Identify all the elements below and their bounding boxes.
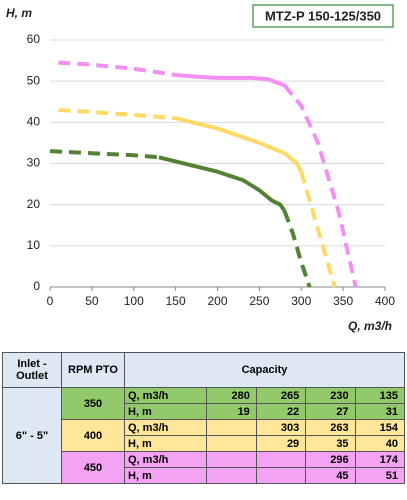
rpm-cell: 450: [61, 451, 125, 484]
x-tick-label: 300: [291, 294, 311, 308]
value-cell: 296: [305, 451, 356, 468]
value-cell: 135: [354, 387, 406, 404]
y-tick-label: 50: [27, 73, 41, 87]
value-cell: 27: [305, 403, 356, 420]
x-tick-label: 400: [375, 294, 395, 308]
curve: [175, 72, 286, 88]
x-tick-label: 0: [47, 294, 54, 308]
y-axis-label: H, m: [6, 6, 32, 20]
table-row: 450 Q, m3/h 296 174: [3, 451, 406, 484]
table-row: 6" - 5" 350 Q, m3/h 280 265 230 135: [2, 387, 406, 484]
x-axis-label: Q, m3/h: [348, 319, 392, 333]
value-cell: [206, 435, 257, 452]
value-cell: 303: [255, 419, 307, 436]
curve: [49, 149, 160, 160]
curve: [175, 116, 304, 173]
row-label: H, m: [123, 435, 208, 452]
y-tick-label: 30: [27, 156, 41, 170]
value-cell: [255, 451, 307, 468]
value-cell: 280: [206, 387, 257, 404]
curve: [282, 84, 358, 288]
y-tick-label: 60: [27, 32, 41, 46]
y-tick-label: 40: [27, 115, 41, 129]
value-cell: 22: [255, 403, 307, 420]
curve: [58, 107, 176, 121]
rpm-cell: 350: [61, 387, 125, 420]
value-cell: 265: [255, 387, 307, 404]
value-cell: [206, 467, 257, 484]
row-label: Q, m3/h: [123, 451, 208, 468]
x-tick-label: 150: [166, 294, 186, 308]
table-row: H, m 29 35 40: [3, 435, 406, 452]
value-cell: 40: [354, 435, 406, 452]
value-cell: 174: [354, 451, 406, 468]
chart: MTZ-P 150-125/350 H, m Q, m3/h 0 10 20 30 40…: [6, 4, 395, 333]
value-cell: 154: [354, 419, 406, 436]
value-cell: 45: [305, 467, 356, 484]
chart-title: MTZ-P 150-125/350: [265, 8, 381, 23]
value-cell: 19: [206, 403, 257, 420]
inlet-cell: 6" - 5": [2, 387, 62, 484]
value-cell: 31: [354, 403, 406, 420]
curve: [299, 171, 337, 288]
value-cell: [255, 467, 307, 484]
row-label: H, m: [123, 403, 208, 420]
curve: [158, 155, 287, 212]
value-cell: 29: [255, 435, 307, 452]
value-cell: 230: [305, 387, 356, 404]
curve: [282, 210, 312, 288]
value-cell: 51: [354, 467, 406, 484]
curve: [58, 60, 176, 77]
x-tick-label: 350: [333, 294, 353, 308]
header-cell: RPM PTO: [61, 352, 125, 388]
rpm-cell: 400: [61, 419, 125, 452]
value-cell: 263: [305, 419, 356, 436]
value-cell: 35: [305, 435, 356, 452]
row-label: Q, m3/h: [123, 387, 208, 404]
title-box: [252, 4, 394, 28]
row-label: H, m: [123, 467, 208, 484]
y-tick-label: 20: [27, 197, 41, 211]
table-row: 400 Q, m3/h 303 263 154: [3, 419, 406, 452]
table-row: Inlet - Outlet RPM PTO Capacity: [2, 352, 405, 388]
y-tick-label: 0: [33, 279, 40, 293]
table-row: H, m 45 51: [3, 467, 406, 484]
header-cell: Capacity: [124, 352, 405, 388]
value-cell: [206, 419, 257, 436]
x-tick-label: 200: [207, 294, 227, 308]
x-tick-label: 250: [249, 294, 269, 308]
header-cell: Inlet - Outlet: [2, 352, 62, 388]
value-cell: [206, 451, 257, 468]
x-tick-label: 50: [85, 294, 99, 308]
y-tick-label: 10: [27, 238, 41, 252]
capacity-table: Inlet - Outlet RPM PTO Capacity 6" - 5" 350 Q…: [2, 352, 406, 484]
row-label: Q, m3/h: [123, 419, 208, 436]
x-tick-label: 100: [124, 294, 144, 308]
